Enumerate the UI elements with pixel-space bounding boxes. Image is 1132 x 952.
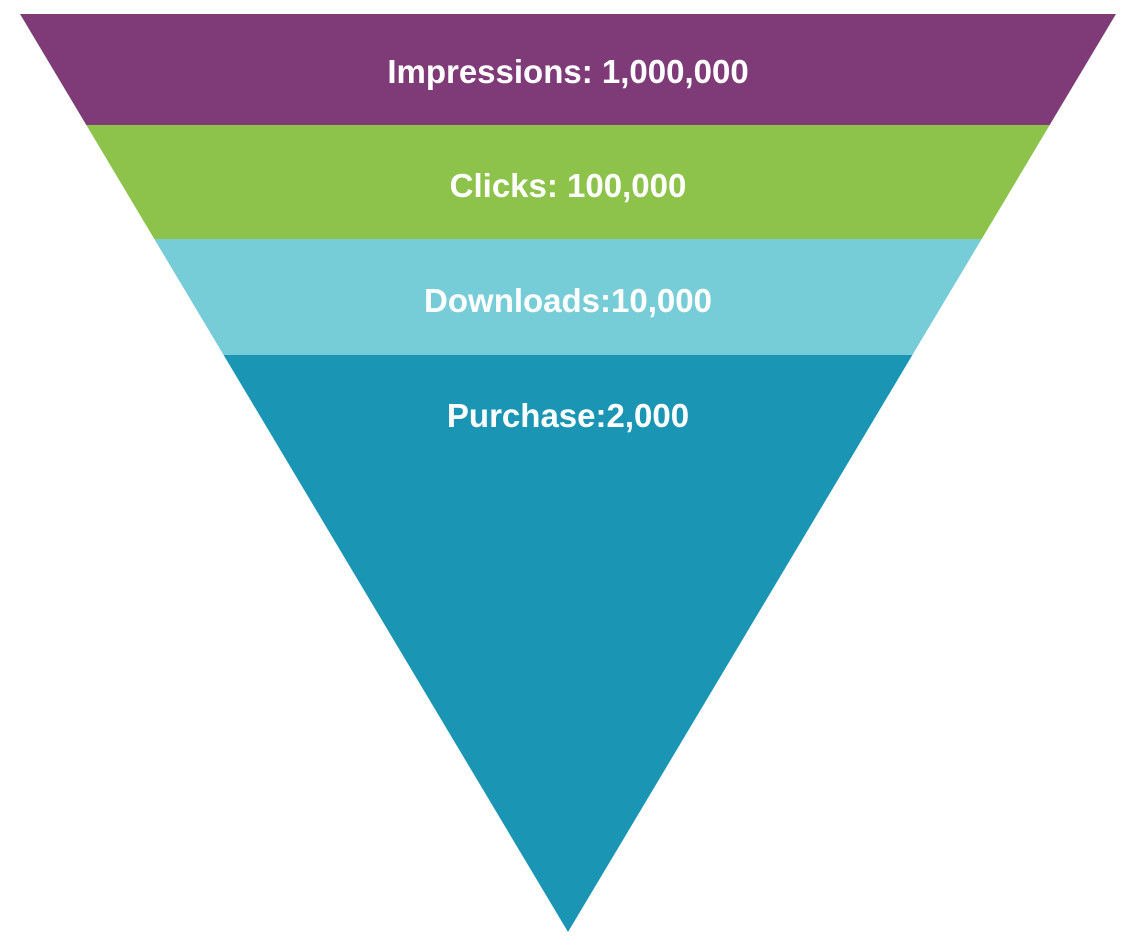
stage-label-downloads: Downloads:10,000 [424,282,712,319]
funnel-stage-downloads [154,239,982,355]
funnel-stage-clicks [86,125,1050,239]
funnel-stage-purchase [223,355,913,932]
stage-label-purchase: Purchase:2,000 [447,397,689,434]
stage-label-clicks: Clicks: 100,000 [450,167,687,204]
funnel-stage-impressions [20,14,1116,125]
stage-label-impressions: Impressions: 1,000,000 [387,53,748,90]
